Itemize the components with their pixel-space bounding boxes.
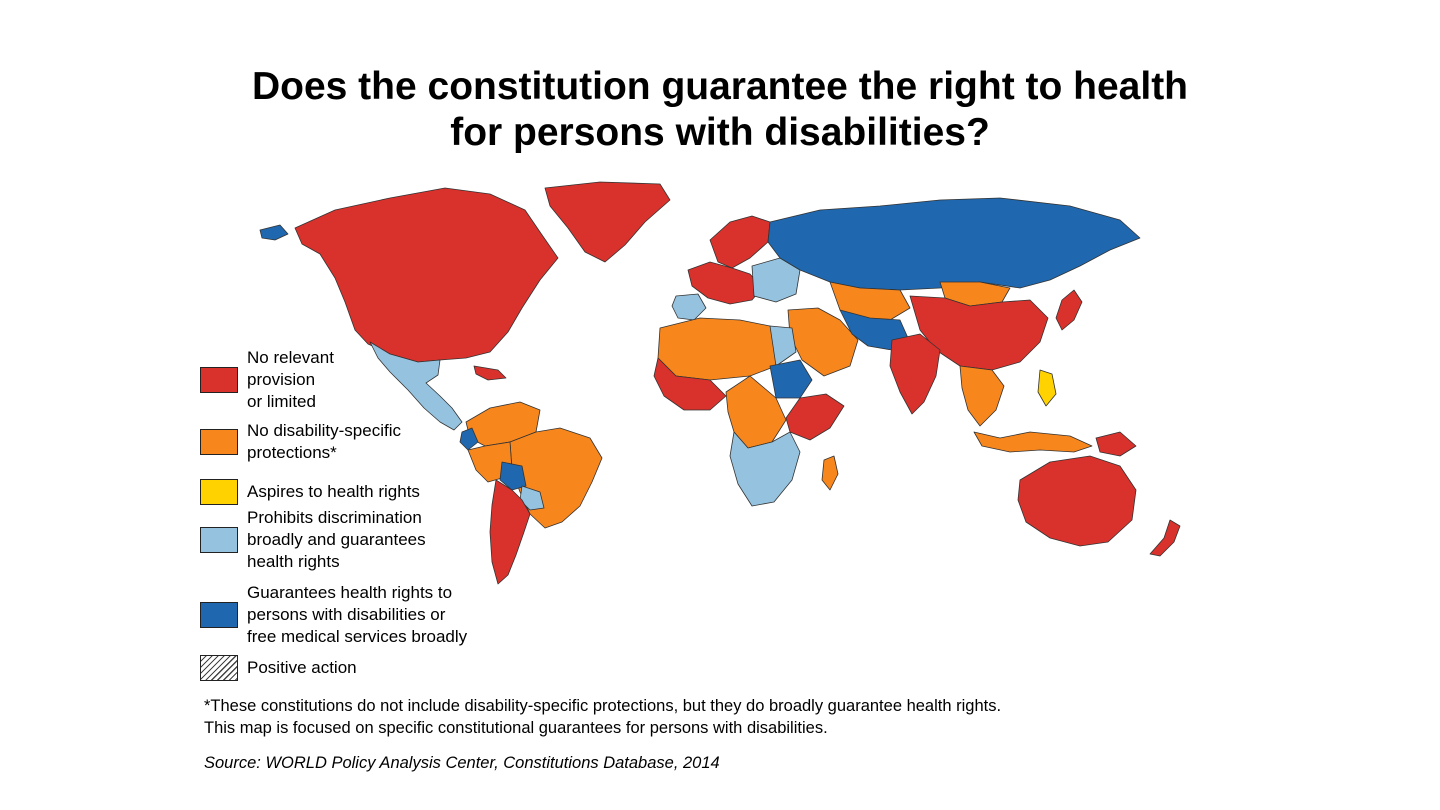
legend-label: provision bbox=[247, 370, 316, 389]
legend-swatch-aspires bbox=[200, 479, 238, 505]
map-region-alaska-islands bbox=[259, 224, 289, 241]
legend-label: No disability-specific bbox=[247, 421, 401, 440]
legend-item-aspires: Aspires to health rights bbox=[200, 479, 420, 505]
map-region-north-america bbox=[294, 187, 559, 363]
legend-label: or limited bbox=[247, 392, 316, 411]
legend-label: protections* bbox=[247, 443, 337, 462]
map-region-mexico-central-america bbox=[369, 341, 463, 431]
footnote-line-1: *These constitutions do not include disa… bbox=[204, 697, 1002, 715]
title-line-2: for persons with disabilities? bbox=[450, 111, 990, 154]
map-region-ecuador bbox=[459, 427, 479, 451]
legend-item-no-relevant: No relevant provision or limited bbox=[200, 347, 334, 413]
legend-item-guarantees: Guarantees health rights to persons with… bbox=[200, 582, 467, 648]
map-region-russia bbox=[767, 197, 1141, 291]
legend-label: Prohibits discrimination bbox=[247, 508, 422, 527]
map-region-india bbox=[889, 333, 941, 415]
map-region-caribbean bbox=[473, 365, 507, 381]
map-region-chile-argentina bbox=[489, 479, 531, 585]
map-region-philippines bbox=[1037, 369, 1057, 407]
map-legend: No relevant provision or limited No disa… bbox=[200, 345, 580, 685]
map-region-north-africa bbox=[657, 317, 781, 381]
legend-label: persons with disabilities or bbox=[247, 605, 446, 624]
map-title: Does the constitution guarantee the righ… bbox=[145, 64, 1295, 156]
title-line-1: Does the constitution guarantee the righ… bbox=[251, 65, 1189, 108]
legend-item-no-disability-specific: No disability-specific protections* bbox=[200, 420, 401, 464]
map-region-bolivia bbox=[499, 461, 527, 491]
legend-label: free medical services broadly bbox=[247, 627, 468, 646]
legend-swatch-no-relevant bbox=[200, 367, 238, 393]
map-region-japan bbox=[1055, 289, 1083, 331]
legend-swatch-guarantees bbox=[200, 602, 238, 628]
legend-label: No relevant bbox=[247, 348, 334, 367]
legend-item-positive-action: Positive action bbox=[200, 655, 357, 681]
map-region-sudan bbox=[769, 359, 813, 399]
footnote: *These constitutions do not include disa… bbox=[204, 695, 1204, 739]
legend-label: Aspires to health rights bbox=[247, 482, 420, 501]
legend-swatch-prohibits-discrimination bbox=[200, 527, 238, 553]
slide-panel bbox=[145, 0, 1295, 810]
legend-label: broadly and guarantees bbox=[247, 530, 426, 549]
map-region-east-africa bbox=[785, 393, 845, 441]
legend-item-prohibits-discrimination: Prohibits discrimination broadly and gua… bbox=[200, 507, 426, 573]
map-region-egypt bbox=[769, 325, 797, 367]
map-region-southern-africa bbox=[729, 431, 801, 507]
map-region-iberia bbox=[671, 293, 707, 321]
map-region-indonesia bbox=[973, 431, 1093, 453]
map-region-australia bbox=[1017, 455, 1137, 547]
source-citation: Source: WORLD Policy Analysis Center, Co… bbox=[204, 754, 720, 772]
map-region-southeast-asia bbox=[959, 365, 1005, 427]
map-region-madagascar bbox=[821, 455, 839, 491]
map-region-papua-new-guinea bbox=[1095, 431, 1137, 457]
legend-swatch-no-disability-specific bbox=[200, 429, 238, 455]
map-region-greenland bbox=[544, 181, 671, 263]
legend-label: Guarantees health rights to bbox=[247, 583, 453, 602]
legend-label: health rights bbox=[247, 552, 340, 571]
legend-label: Positive action bbox=[247, 658, 357, 677]
map-region-west-africa bbox=[653, 357, 727, 411]
map-region-uruguay-paraguay bbox=[519, 485, 545, 511]
footnote-line-2: This map is focused on specific constitu… bbox=[204, 719, 828, 737]
map-region-new-zealand bbox=[1149, 519, 1181, 557]
legend-swatch-positive-action bbox=[200, 655, 238, 681]
map-region-scandinavia bbox=[709, 215, 771, 269]
world-map bbox=[259, 181, 1181, 585]
